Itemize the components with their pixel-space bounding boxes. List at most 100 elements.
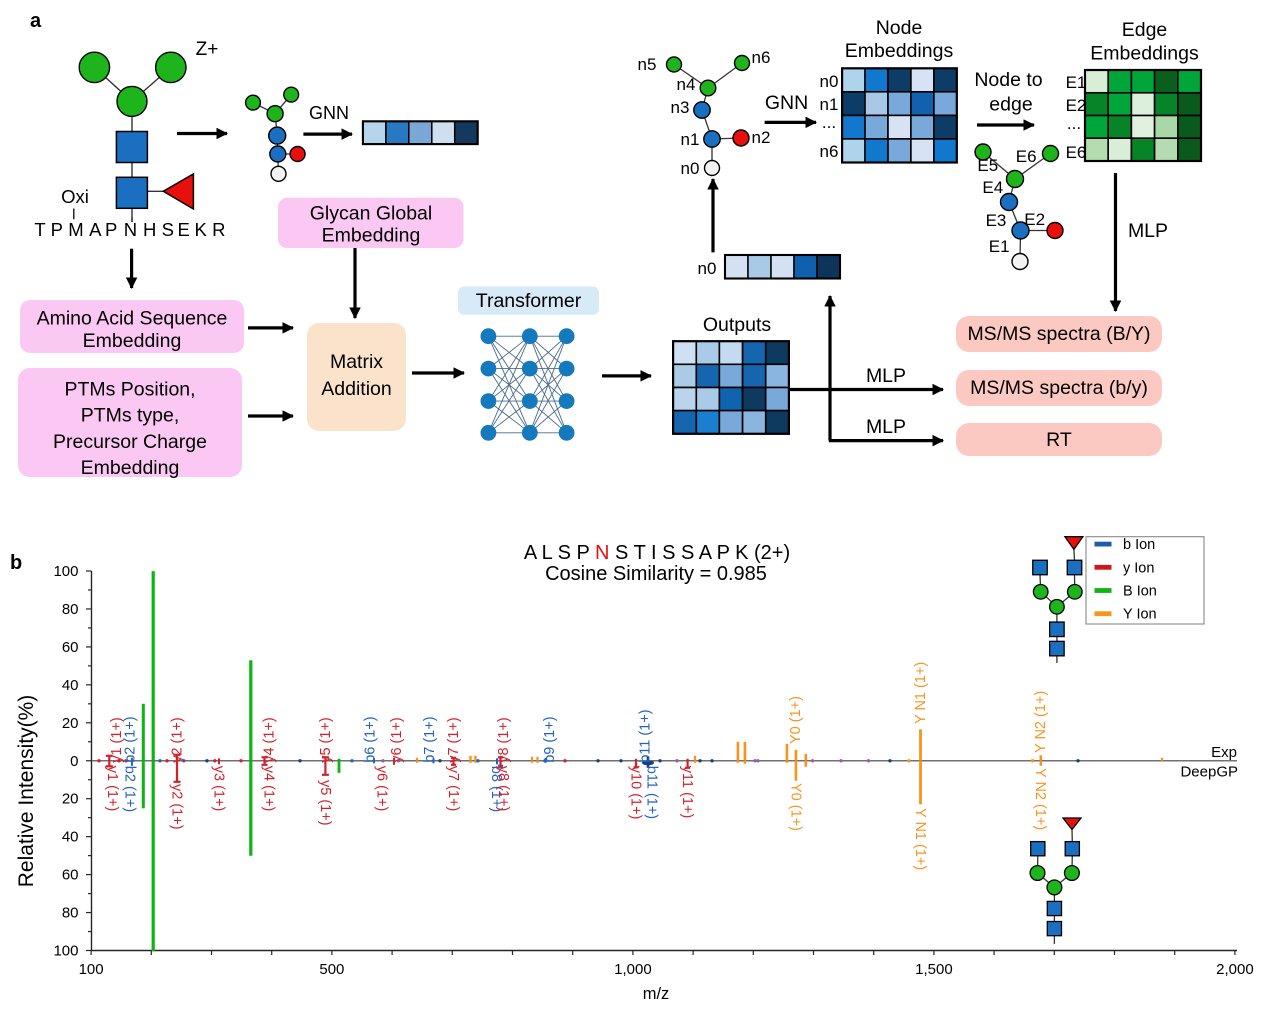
svg-text:y8 (1+): y8 (1+)	[496, 717, 512, 763]
svg-text:b Ion: b Ion	[1123, 537, 1155, 553]
svg-text:y1 (1+): y1 (1+)	[104, 766, 120, 812]
svg-text:S: S	[162, 219, 174, 240]
svg-text:PTMs type,: PTMs type,	[81, 405, 180, 427]
svg-text:n4: n4	[677, 75, 696, 94]
svg-text:E3: E3	[986, 211, 1007, 230]
svg-text:E2: E2	[1024, 210, 1045, 229]
svg-text:DeepGP: DeepGP	[1180, 764, 1238, 781]
svg-text:0: 0	[70, 753, 78, 770]
svg-text:n1: n1	[820, 95, 839, 114]
svg-text:Y N2 (1+): Y N2 (1+)	[1032, 768, 1048, 830]
svg-text:E: E	[178, 219, 190, 240]
svg-text:edge: edge	[989, 94, 1032, 116]
svg-text:y1 (1+): y1 (1+)	[109, 717, 125, 763]
svg-text:...: ...	[822, 113, 836, 132]
svg-text:P: P	[51, 219, 63, 240]
svg-text:Glycan Global: Glycan Global	[310, 203, 432, 225]
svg-text:...: ...	[1067, 114, 1081, 133]
svg-text:y2 (1+): y2 (1+)	[168, 784, 184, 830]
svg-text:Precursor Charge: Precursor Charge	[53, 431, 207, 453]
svg-text:A L S P N S T I S S A P K (2+): A L S P N S T I S S A P K (2+)	[524, 542, 790, 564]
svg-text:E6: E6	[1066, 143, 1087, 162]
svg-text:y Ion: y Ion	[1123, 560, 1154, 576]
svg-text:y6 (1+): y6 (1+)	[389, 717, 405, 763]
svg-text:b2 (1+): b2 (1+)	[122, 716, 138, 762]
svg-text:100: 100	[79, 961, 104, 978]
svg-text:Embeddings: Embeddings	[1090, 43, 1199, 65]
svg-text:n6: n6	[820, 142, 839, 161]
svg-text:GNN: GNN	[765, 92, 808, 114]
svg-text:Node to: Node to	[974, 69, 1042, 91]
svg-text:Y0 (1+): Y0 (1+)	[788, 696, 804, 744]
svg-text:y11 (1+): y11 (1+)	[679, 766, 695, 819]
svg-text:500: 500	[319, 961, 344, 978]
svg-text:E1: E1	[989, 237, 1010, 256]
svg-text:Outputs: Outputs	[703, 314, 772, 336]
svg-text:Addition: Addition	[321, 378, 391, 400]
svg-text:Oxi: Oxi	[61, 186, 89, 207]
svg-text:y4 (1+): y4 (1+)	[260, 766, 276, 812]
svg-text:y6 (1+): y6 (1+)	[373, 766, 389, 812]
svg-text:y7 (1+): y7 (1+)	[446, 717, 462, 763]
svg-text:Y Ion: Y Ion	[1123, 607, 1157, 623]
svg-text:n2: n2	[752, 128, 771, 147]
svg-text:y5 (1+): y5 (1+)	[317, 780, 333, 826]
svg-text:60: 60	[62, 867, 79, 884]
svg-text:Edge: Edge	[1122, 19, 1168, 41]
svg-text:E6: E6	[1016, 147, 1037, 166]
svg-text:1,500: 1,500	[915, 961, 953, 978]
svg-text:40: 40	[62, 829, 79, 846]
svg-text:80: 80	[62, 905, 79, 922]
svg-text:A: A	[89, 219, 102, 240]
svg-text:E4: E4	[982, 178, 1003, 197]
svg-text:n3: n3	[671, 98, 690, 117]
svg-text:n0: n0	[820, 72, 839, 91]
svg-text:E1: E1	[1066, 73, 1087, 92]
svg-text:P: P	[105, 219, 117, 240]
svg-text:MLP: MLP	[866, 365, 906, 387]
svg-text:n0: n0	[698, 259, 717, 278]
svg-text:E2: E2	[1066, 96, 1087, 115]
svg-text:y3 (1+): y3 (1+)	[210, 766, 226, 812]
svg-text:Embedding: Embedding	[322, 225, 421, 247]
svg-text:Y0 (1+): Y0 (1+)	[787, 783, 803, 831]
svg-text:y4 (1+): y4 (1+)	[261, 717, 277, 763]
svg-text:GNN: GNN	[309, 103, 349, 123]
svg-text:b11 (1+): b11 (1+)	[637, 709, 653, 762]
svg-text:100: 100	[53, 943, 78, 960]
svg-text:a: a	[30, 10, 42, 32]
svg-text:1,000: 1,000	[614, 961, 652, 978]
svg-text:b8 (1+): b8 (1+)	[488, 766, 504, 812]
svg-text:B Ion: B Ion	[1123, 584, 1157, 600]
svg-text:40: 40	[62, 677, 79, 694]
svg-text:Y N2 (1+): Y N2 (1+)	[1033, 691, 1049, 753]
svg-text:H: H	[143, 219, 156, 240]
svg-text:Z+: Z+	[196, 39, 219, 60]
svg-text:Relative Intensity(%): Relative Intensity(%)	[15, 695, 38, 888]
svg-text:y2 (1+): y2 (1+)	[169, 717, 185, 763]
svg-text:y7 (1+): y7 (1+)	[445, 766, 461, 812]
svg-text:y8 (1+): y8 (1+)	[495, 766, 511, 812]
svg-text:E5: E5	[977, 156, 998, 175]
svg-text:MLP: MLP	[866, 416, 906, 438]
svg-text:m/z: m/z	[643, 985, 670, 1003]
svg-text:Node: Node	[876, 17, 923, 39]
svg-text:b2 (1+): b2 (1+)	[121, 766, 137, 812]
svg-text:T: T	[34, 219, 45, 240]
svg-text:b11 (1+): b11 (1+)	[643, 766, 659, 819]
svg-text:60: 60	[62, 639, 79, 656]
svg-text:Y N1 (1+): Y N1 (1+)	[913, 662, 929, 724]
svg-text:Matrix: Matrix	[330, 351, 383, 373]
svg-text:K: K	[195, 219, 208, 240]
svg-text:MLP: MLP	[1128, 220, 1168, 242]
svg-text:b7 (1+): b7 (1+)	[422, 716, 438, 762]
svg-text:Cosine Similarity = 0.985: Cosine Similarity = 0.985	[545, 563, 767, 585]
svg-text:b6 (1+): b6 (1+)	[362, 716, 378, 762]
svg-text:b9 (1+): b9 (1+)	[542, 716, 558, 762]
svg-text:100: 100	[53, 563, 78, 580]
svg-text:Embeddings: Embeddings	[845, 40, 954, 62]
svg-text:2,000: 2,000	[1216, 961, 1254, 978]
svg-text:MS/MS spectra (b/y): MS/MS spectra (b/y)	[970, 377, 1148, 399]
svg-text:MS/MS spectra (B/Y): MS/MS spectra (B/Y)	[967, 323, 1150, 345]
svg-text:n6: n6	[752, 48, 771, 67]
